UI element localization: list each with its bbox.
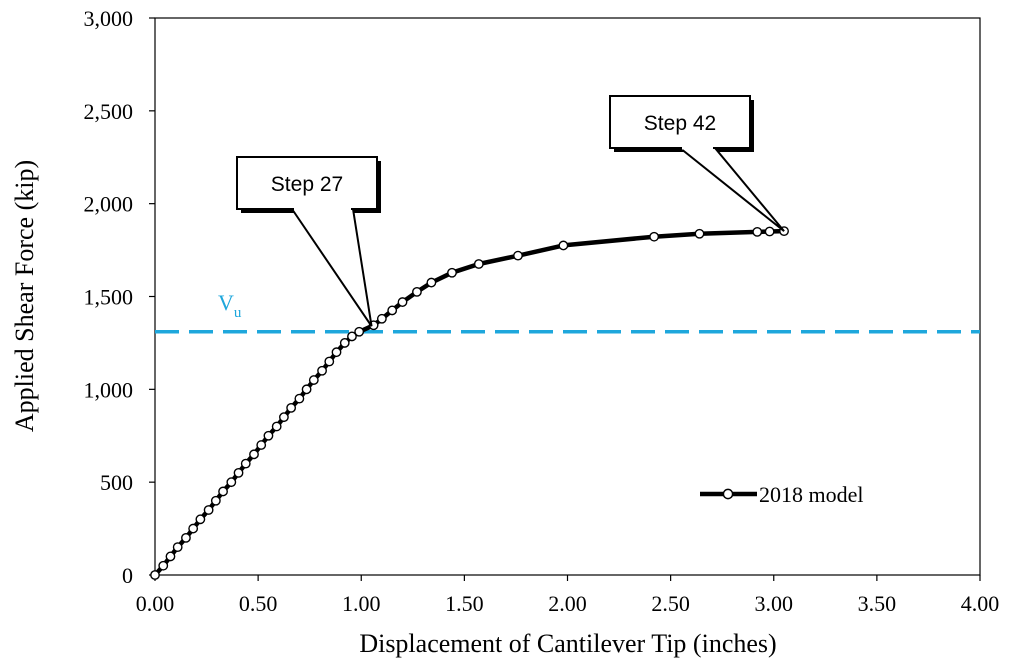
x-tick-label: 0.50 [239, 591, 278, 616]
x-tick-label: 2.00 [548, 591, 587, 616]
data-point [752, 226, 763, 237]
y-tick-label: 2,000 [84, 192, 134, 217]
data-point [218, 486, 228, 497]
y-tick-label: 500 [100, 470, 133, 495]
data-point [301, 384, 312, 395]
data-point [256, 440, 267, 450]
data-point [513, 250, 523, 261]
callout-box [609, 95, 751, 149]
data-point [188, 523, 199, 534]
x-axis-ticks: 0.00 0.50 1.00 1.50 2.00 2.50 3.00 3.50 4.00 [136, 575, 1000, 616]
y-tick-label: 1,500 [84, 285, 134, 310]
data-point [447, 267, 457, 278]
series-group [150, 226, 789, 580]
data-point [473, 259, 484, 269]
callout-step-42: Step 42 [609, 95, 785, 232]
data-point [339, 338, 350, 348]
reference-line-group: Vu [155, 290, 980, 334]
data-point [249, 449, 259, 460]
data-point [240, 458, 251, 469]
data-point [233, 467, 244, 478]
data-point [397, 297, 408, 307]
x-tick-label: 3.00 [755, 591, 794, 616]
y-tick-label: 1,000 [84, 377, 134, 402]
y-tick-label: 2,500 [84, 99, 134, 124]
data-point [271, 421, 282, 432]
data-point [387, 305, 398, 316]
data-point [376, 313, 387, 324]
y-tick-label: 0 [122, 563, 133, 588]
data-point [294, 393, 305, 404]
y-axis-title: Applied Shear Force (kip) [10, 160, 39, 432]
data-point [172, 542, 183, 553]
data-point [181, 532, 191, 543]
callout-pointer [677, 147, 785, 232]
data-point [649, 231, 660, 242]
data-point [165, 551, 176, 562]
data-point [203, 505, 214, 515]
data-point [279, 412, 289, 423]
callout-box [236, 156, 378, 210]
y-axis-ticks: 0 500 1,000 1,500 2,000 2,500 3,000 [84, 6, 155, 588]
y-tick-label: 3,000 [84, 6, 134, 31]
x-tick-label: 1.00 [342, 591, 381, 616]
callouts: Step 27 Step 42 [236, 95, 785, 327]
data-point [347, 331, 357, 342]
data-point [764, 226, 775, 237]
data-point [158, 560, 169, 571]
data-point [558, 240, 569, 251]
callout-label: Step 27 [271, 173, 343, 196]
callout-label: Step 42 [644, 112, 716, 135]
legend: 2018 model [700, 482, 864, 507]
x-tick-label: 2.50 [651, 591, 690, 616]
x-tick-label: 4.00 [961, 591, 1000, 616]
data-point [286, 402, 297, 413]
data-point [331, 347, 342, 358]
x-tick-label: 0.00 [136, 591, 175, 616]
series-line [152, 228, 787, 578]
data-point [263, 430, 274, 441]
data-point [426, 277, 437, 288]
data-point [195, 514, 206, 525]
data-point [210, 495, 221, 506]
callout-pointer [290, 208, 373, 327]
callout-step-27: Step 27 [236, 156, 381, 327]
x-tick-label: 3.50 [858, 591, 897, 616]
x-tick-label: 1.50 [445, 591, 484, 616]
legend-label: 2018 model [759, 482, 864, 507]
data-point [317, 365, 327, 376]
vu-reference-label: Vu [218, 290, 242, 321]
data-point [694, 228, 705, 239]
legend-marker-sample [722, 488, 734, 500]
x-axis-title: Displacement of Cantilever Tip (inches) [359, 629, 776, 658]
data-point [354, 326, 365, 337]
data-point [150, 570, 160, 580]
data-point [308, 375, 319, 385]
data-point [226, 477, 237, 488]
data-point [324, 356, 335, 367]
data-point [412, 286, 422, 297]
